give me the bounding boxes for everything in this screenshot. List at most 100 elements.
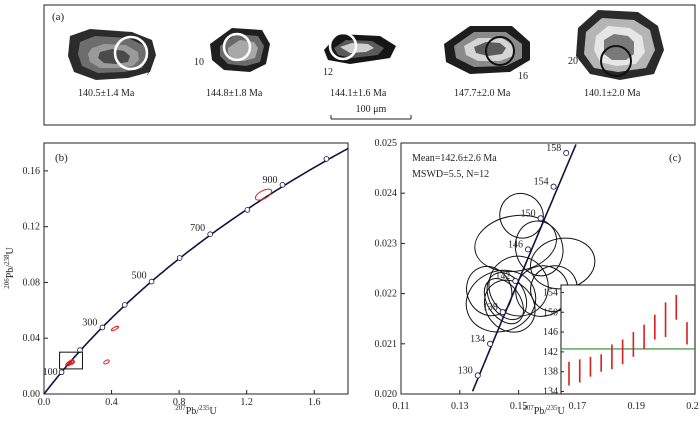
- panel-b-x-tick-label-4: 1.6: [308, 397, 321, 408]
- grain-number-10: 10: [194, 57, 204, 68]
- panel-c-error-ellipse-7: [483, 279, 536, 333]
- panel-b-x-tick-label-2: 0.8: [173, 397, 186, 408]
- zircon-grain-10: [210, 28, 270, 72]
- panel-b-x-tick-label-3: 1.2: [240, 397, 253, 408]
- scale-bar-label: 100 μm: [356, 104, 387, 115]
- panel-a-frame: [43, 4, 696, 126]
- panel-c-concordia-curve: [471, 144, 577, 392]
- grain-number-20: 20: [568, 56, 578, 67]
- panel-c-age-label-158: 158: [546, 143, 561, 154]
- panel-b-age-marker-0: [58, 369, 65, 376]
- panel-c-age-marker-1: [487, 340, 494, 347]
- panel-b-data-ellipse-3: [68, 360, 76, 366]
- panel-b-age-marker-2: [99, 324, 106, 331]
- grain-age-16: 147.7±2.0 Ma: [454, 88, 511, 99]
- panel-c-age-label-142: 142: [495, 271, 510, 282]
- inset-y-tick-label-2: 142: [543, 347, 558, 358]
- panel-b-age-marker-7: [244, 207, 251, 213]
- panel-c-x-tick-label-4: 0.19: [627, 401, 645, 412]
- panel-c-age-marker-5: [537, 215, 544, 222]
- panel-c-age-marker-0: [474, 372, 481, 379]
- panel-c-y-tick-label-0: 0.020: [375, 389, 398, 400]
- panel-b-zoom-box: [59, 351, 83, 370]
- panel-b-age-marker-4: [148, 278, 155, 285]
- panel-c-x-tick-label-2: 0.15: [510, 401, 528, 412]
- panel-c-frame: [400, 142, 696, 395]
- panel-c-error-ellipse-0: [499, 192, 544, 239]
- panel-c-age-marker-6: [550, 183, 557, 190]
- zircon-grain-16: [444, 26, 530, 74]
- panel-b-y-tick-label-0: 0.00: [23, 389, 41, 400]
- panel-c-age-label-130: 130: [458, 365, 473, 376]
- panel-c-age-marker-2: [499, 309, 506, 316]
- inset-y-tick-label-1: 138: [543, 367, 558, 378]
- grain-number-7: 7: [146, 67, 151, 78]
- panel-b-age-label-900: 900: [262, 175, 277, 186]
- panel-c-x-tick-label-1: 0.13: [451, 401, 469, 412]
- mean-annotation: Mean=142.6±2.6 Ma: [412, 153, 497, 164]
- scale-bar: [330, 115, 412, 120]
- panel-b-data-ellipse-5: [110, 325, 120, 332]
- panel-b-age-label-100: 100: [43, 367, 58, 378]
- panel-c-error-ellipse-8: [486, 272, 528, 321]
- panel-c-y-tick-label-3: 0.023: [375, 238, 398, 249]
- panel-c-x-axis-label: 207Pb/235U: [523, 404, 565, 417]
- zircon-grain-7: [68, 29, 156, 80]
- panel-b-age-marker-8: [279, 182, 286, 188]
- panel-b-data-ellipse-6: [254, 188, 273, 201]
- panel-c-y-tick-label-5: 0.025: [375, 138, 398, 149]
- panel-c-error-ellipse-10: [466, 266, 513, 317]
- grain-age-10: 144.8±1.8 Ma: [206, 88, 263, 99]
- mswd-annotation: MSWD=5.5, N=12: [412, 169, 489, 180]
- grain-age-20: 140.1±2.0 Ma: [584, 88, 641, 99]
- panel-a: (a) 7 140.5±1.4 Ma 10 144.8±1.8 Ma 12: [43, 4, 696, 126]
- inset-y-tick-label-3: 146: [543, 327, 558, 338]
- panel-c-x-tick-label-5: 0.21: [686, 401, 700, 412]
- panel-c-age-label-150: 150: [521, 208, 536, 219]
- panel-b-y-axis-label: 206Pb/238U: [3, 246, 16, 288]
- panel-c-age-marker-3: [512, 278, 519, 285]
- panel-c-x-tick-label-3: 0.17: [569, 401, 587, 412]
- panel-c-chart: (c) Mean=142.6±2.6 Ma MSWD=5.5, N=12 0.0…: [375, 138, 700, 417]
- panel-b-letter: (b): [55, 152, 68, 164]
- panel-b-concordia-curve: [43, 147, 349, 395]
- panel-c-error-ellipse-5: [488, 255, 549, 317]
- panel-b-x-tick-label-0: 0.0: [38, 397, 51, 408]
- panel-b-data-ellipse-4: [103, 359, 110, 365]
- panel-b-age-marker-5: [176, 255, 183, 261]
- panel-c-error-ellipse-9: [483, 278, 524, 325]
- panel-b-age-label-500: 500: [132, 271, 147, 282]
- inset-y-tick-label-5: 154: [543, 287, 558, 298]
- panel-c-age-marker-4: [525, 246, 532, 253]
- panel-b-data-ellipse-2: [65, 361, 72, 367]
- grain-age-7: 140.5±1.4 Ma: [78, 88, 135, 99]
- panel-b-frame: [43, 142, 349, 395]
- zircon-grain-20: [576, 10, 664, 80]
- panel-c-age-label-134: 134: [470, 334, 485, 345]
- grain-number-12: 12: [323, 67, 333, 78]
- zircon-grain-12: [324, 31, 396, 64]
- panel-c-letter: (c): [669, 152, 682, 164]
- grain-number-16: 16: [518, 71, 528, 82]
- panel-c-age-marker-7: [563, 150, 570, 157]
- grain-age-12: 144.1±1.6 Ma: [330, 88, 387, 99]
- panel-b-age-label-300: 300: [82, 317, 97, 328]
- panel-c-age-label-146: 146: [508, 239, 523, 250]
- panel-a-letter: (a): [52, 11, 65, 23]
- panel-b-age-marker-6: [207, 231, 213, 237]
- panel-b-age-marker-9: [323, 156, 330, 162]
- panel-c-age-label-154: 154: [534, 177, 549, 188]
- panel-c-y-tick-label-1: 0.021: [375, 339, 398, 350]
- panel-c-age-label-138: 138: [483, 302, 498, 313]
- inset-y-tick-label-4: 150: [543, 307, 558, 318]
- panel-b-x-axis-label: 207Pb/235U: [175, 404, 217, 417]
- panel-c-error-ellipse-6: [465, 269, 537, 333]
- panel-c-x-tick-label-0: 0.11: [392, 401, 409, 412]
- panel-b-chart: (b) 0.00 0.04 0.08 0.12 0.16 0.0 0.4 0.8 1.2 1.6…: [3, 142, 349, 417]
- panel-c-error-ellipse-11: [515, 265, 569, 317]
- panel-c-error-ellipse-1: [474, 214, 557, 273]
- panel-b-y-tick-label-1: 0.04: [23, 333, 41, 344]
- inset-frame: [560, 284, 696, 395]
- panel-b-y-tick-label-4: 0.16: [23, 166, 41, 177]
- panel-c-y-tick-label-2: 0.022: [375, 289, 398, 300]
